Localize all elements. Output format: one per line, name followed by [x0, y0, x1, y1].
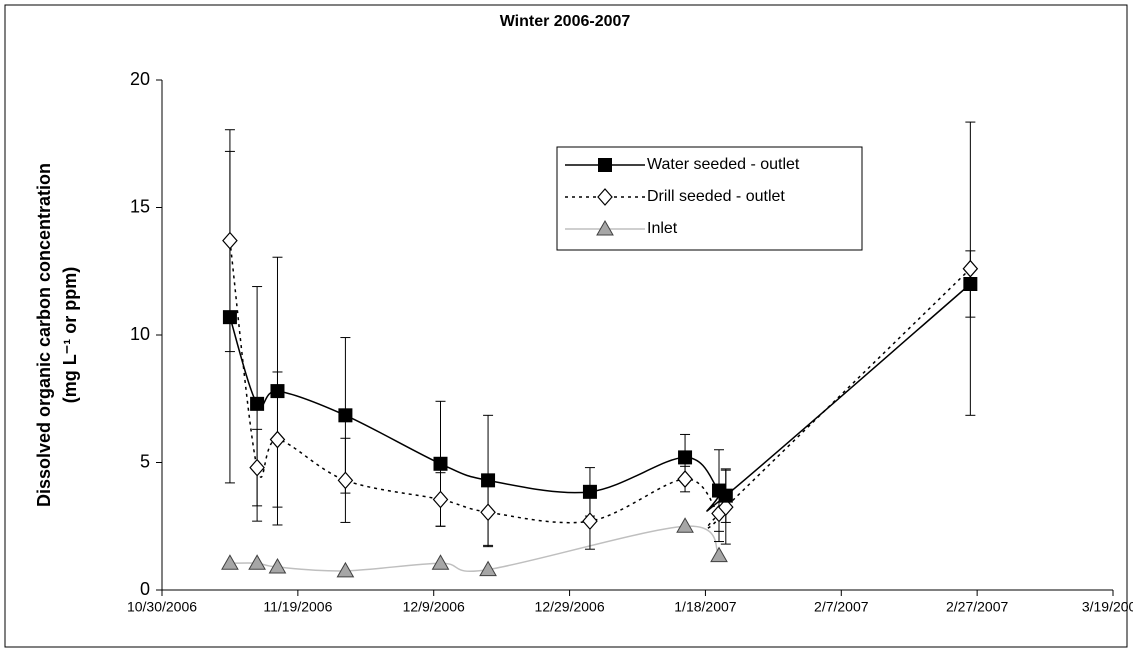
legend: Water seeded - outlet Drill seeded - outl… [556, 146, 863, 251]
marker [710, 546, 728, 563]
marker [963, 277, 978, 291]
y-axis-title-line: Dissolved organic carbon concentration [34, 163, 54, 507]
y-tick-label: 10 [130, 324, 150, 344]
marker [481, 473, 496, 488]
y-tick-label: 0 [140, 579, 150, 599]
x-tick-label: 3/19/2007 [1082, 599, 1133, 615]
marker [336, 561, 355, 578]
legend-label: Drill seeded - outlet [647, 188, 785, 205]
marker [718, 498, 734, 517]
marker [338, 408, 353, 423]
legend-label: Water seeded - outlet [647, 156, 800, 173]
legend-marker [597, 188, 613, 206]
marker [678, 450, 693, 465]
marker [582, 484, 597, 499]
marker [718, 488, 733, 503]
series-line [229, 240, 971, 529]
marker [962, 259, 979, 278]
marker [268, 558, 287, 574]
marker [677, 470, 693, 488]
marker [582, 512, 598, 531]
marker [676, 517, 694, 533]
marker [222, 310, 237, 325]
x-tick-label: 2/27/2007 [946, 599, 1008, 615]
marker [479, 560, 497, 577]
chart-title: Winter 2006-2007 [500, 13, 631, 30]
y-axis-title: Dissolved organic carbon concentration (… [34, 163, 80, 507]
marker [249, 458, 265, 477]
marker [248, 554, 266, 570]
marker [432, 490, 449, 509]
y-axis-title-line: (mg L⁻¹ or ppm) [60, 267, 80, 403]
x-tick-label: 10/30/2006 [127, 599, 197, 615]
marker [433, 456, 448, 471]
marker [337, 471, 354, 490]
marker [431, 554, 450, 570]
x-tick-label: 2/7/2007 [814, 599, 869, 615]
marker [270, 384, 285, 399]
marker [269, 430, 286, 449]
marker [222, 231, 238, 250]
x-tick-label: 11/19/2006 [263, 599, 332, 615]
legend-marker [598, 158, 612, 172]
legend-marker [596, 219, 614, 236]
chart-border [4, 4, 1128, 648]
marker [480, 503, 496, 522]
y-tick-label: 20 [130, 69, 150, 89]
marker [250, 396, 265, 411]
legend-label: Inlet [647, 220, 678, 237]
marker [221, 554, 239, 570]
x-tick-label: 1/18/2007 [674, 599, 736, 615]
x-tick-label: 12/29/2006 [535, 599, 605, 615]
x-tick-label: 12/9/2006 [403, 599, 465, 615]
y-tick-label: 5 [140, 451, 150, 471]
y-tick-label: 15 [130, 196, 150, 216]
